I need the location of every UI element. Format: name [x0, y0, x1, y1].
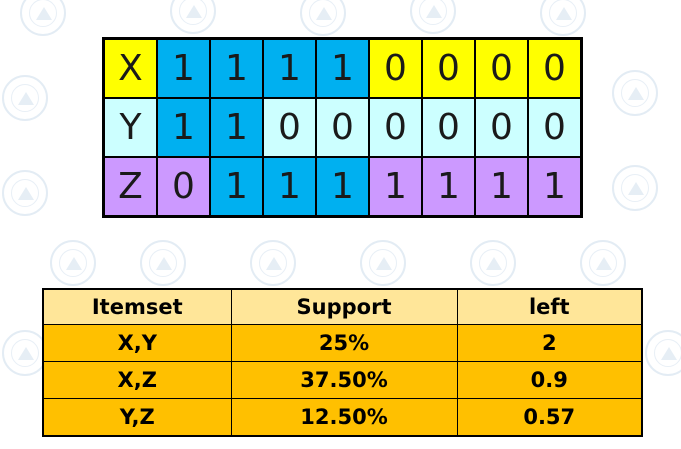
watermark-seal-icon — [20, 0, 66, 36]
support-cell: 25% — [230, 324, 458, 362]
bit-cell: 1 — [262, 37, 317, 99]
support-cell: 37.50% — [230, 361, 458, 399]
bit-cell: 0 — [474, 37, 529, 99]
itemset-cell: Y,Z — [42, 398, 232, 437]
row-label: Y — [102, 97, 158, 158]
watermark-seal-icon — [470, 240, 516, 286]
left-cell: 2 — [456, 324, 643, 362]
bit-cell: 0 — [156, 156, 211, 218]
watermark-seal-icon — [360, 240, 406, 286]
row-label: Z — [102, 156, 158, 218]
itemset-cell: X,Y — [42, 324, 232, 362]
bit-cell: 1 — [209, 156, 264, 218]
watermark-seal-icon — [540, 0, 586, 36]
watermark-seal-icon — [2, 75, 48, 121]
bit-cell: 1 — [156, 97, 211, 158]
watermark-seal-icon — [2, 170, 48, 216]
bit-cell: 1 — [156, 37, 211, 99]
left-cell: 0.57 — [456, 398, 643, 437]
watermark-seal-icon — [250, 240, 296, 286]
watermark-seal-icon — [612, 165, 658, 211]
bit-cell: 1 — [315, 37, 370, 99]
watermark-seal-icon — [580, 240, 626, 286]
bit-cell: 0 — [262, 97, 317, 158]
bit-cell: 0 — [527, 97, 583, 158]
bit-cell: 1 — [209, 97, 264, 158]
watermark-seal-icon — [645, 330, 681, 376]
bit-cell: 0 — [368, 97, 423, 158]
table-row: X,Z 37.50% 0.9 — [42, 361, 643, 399]
row-label: X — [102, 37, 158, 99]
watermark-seal-icon — [300, 0, 346, 36]
left-cell: 0.9 — [456, 361, 643, 399]
table-header-row: Itemset Support left — [42, 288, 643, 325]
bit-cell: 1 — [209, 37, 264, 99]
bit-cell: 1 — [315, 156, 370, 218]
table-row: X,Y 25% 2 — [42, 324, 643, 362]
header-left: left — [456, 288, 643, 325]
table-row: Y,Z 12.50% 0.57 — [42, 398, 643, 437]
bit-cell: 1 — [527, 156, 583, 218]
bit-cell: 0 — [527, 37, 583, 99]
itemset-table: Itemset Support left X,Y 25% 2 X,Z 37.50… — [42, 288, 643, 437]
bit-cell: 1 — [421, 156, 476, 218]
bit-cell: 1 — [262, 156, 317, 218]
support-cell: 12.50% — [230, 398, 458, 437]
watermark-seal-icon — [2, 330, 48, 376]
bit-cell: 1 — [368, 156, 423, 218]
bit-cell: 0 — [421, 97, 476, 158]
watermark-seal-icon — [50, 240, 96, 286]
bit-cell: 0 — [474, 97, 529, 158]
bit-cell: 1 — [474, 156, 529, 218]
itemset-cell: X,Z — [42, 361, 232, 399]
watermark-seal-icon — [140, 240, 186, 286]
bit-cell: 0 — [368, 37, 423, 99]
bit-cell: 0 — [421, 37, 476, 99]
bit-cell: 0 — [315, 97, 370, 158]
header-itemset: Itemset — [42, 288, 232, 325]
header-support: Support — [230, 288, 458, 325]
watermark-seal-icon — [410, 0, 456, 34]
watermark-seal-icon — [170, 0, 216, 34]
watermark-seal-icon — [612, 70, 658, 116]
